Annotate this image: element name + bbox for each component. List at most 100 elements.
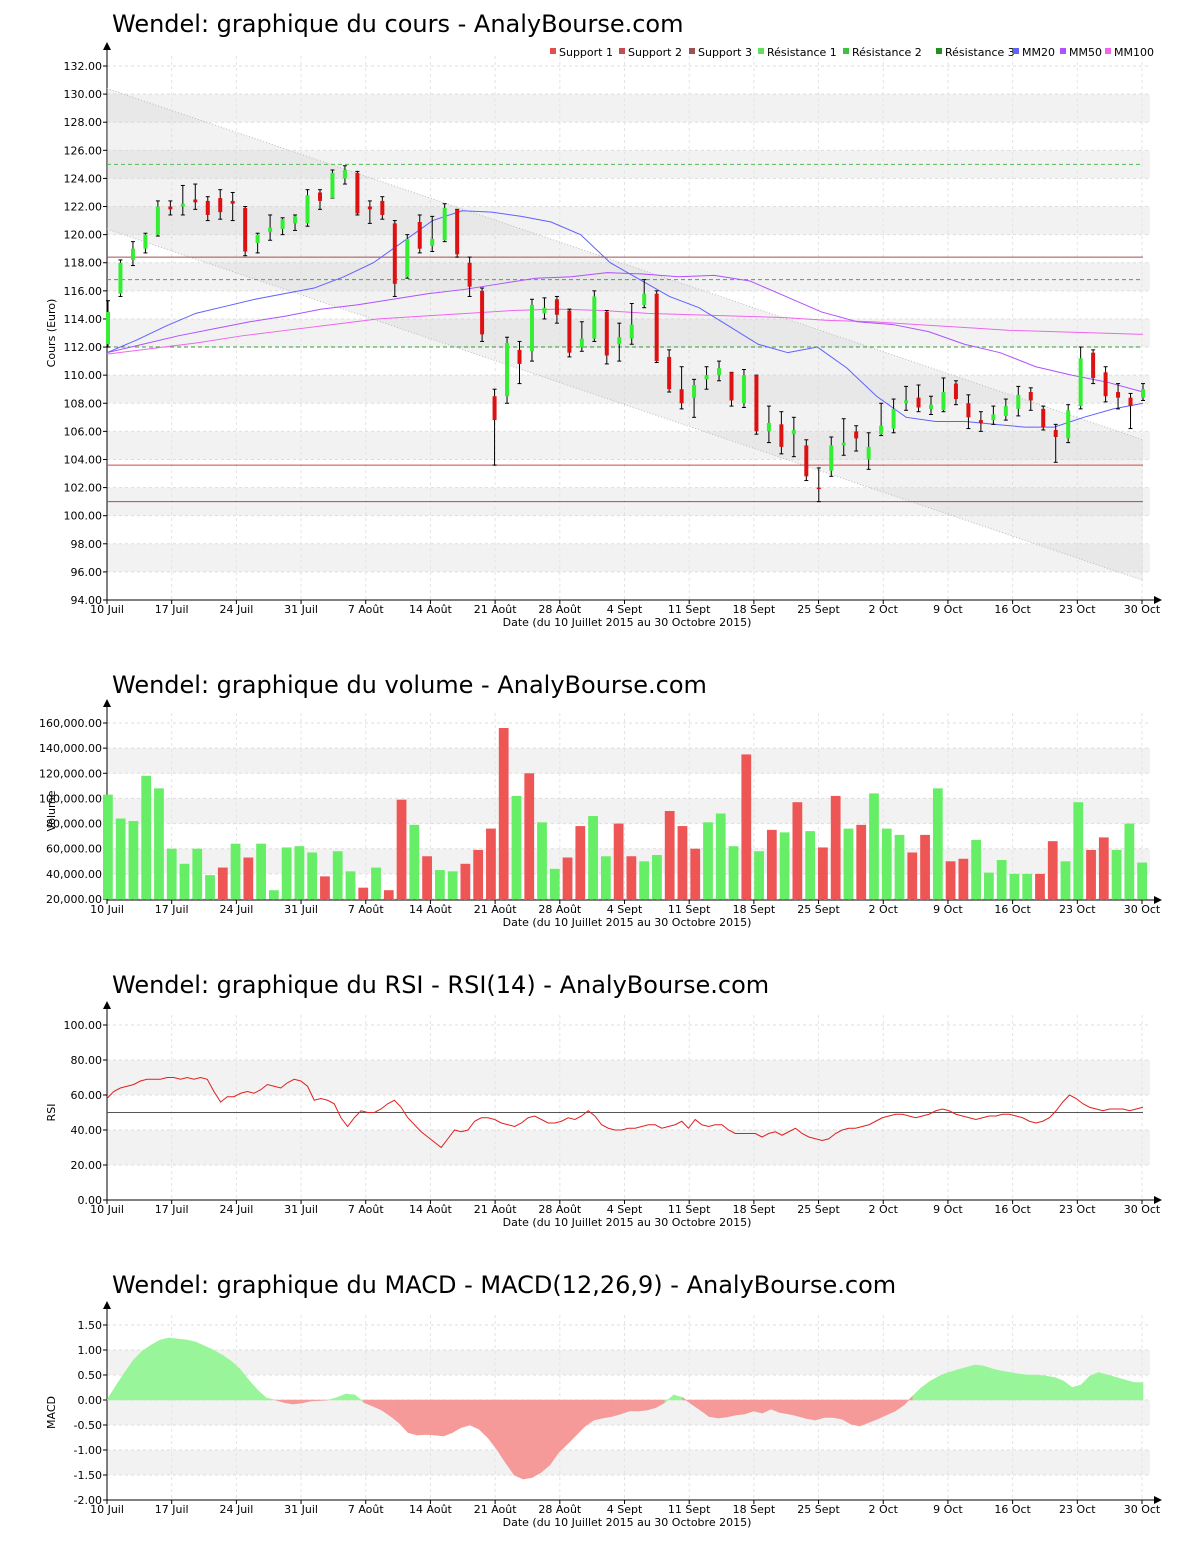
candle-body <box>143 234 148 249</box>
macd-area-positive <box>1027 1374 1038 1401</box>
macd-area-negative <box>815 1399 825 1421</box>
cours-y-tick-label: 130.00 <box>64 88 103 101</box>
volume-bar <box>256 843 266 899</box>
rsi-frame: 0.00 20.00 40.00 60.00 80.00 100.00 10 Juil 17 … <box>45 1001 1162 1229</box>
volume-bar <box>779 832 790 899</box>
volume-bar <box>154 788 164 899</box>
volume-bar <box>575 826 586 899</box>
candle-body <box>592 296 597 339</box>
macd-area-negative <box>434 1399 444 1437</box>
volume-bar <box>932 788 943 899</box>
volume-bar <box>1035 873 1045 899</box>
macd-y-tick-label: -0.50 <box>74 1419 102 1432</box>
cours-x-tick-label: 23 Oct <box>1059 603 1096 616</box>
candle <box>455 208 460 258</box>
candle-body <box>741 375 746 404</box>
candle <box>529 298 534 362</box>
legend-label: Résistance 1 <box>767 46 837 59</box>
candle-body <box>891 408 896 429</box>
cours-x-tick-label: 9 Oct <box>933 603 963 616</box>
macd-area-negative <box>558 1399 568 1454</box>
rsi-y-tick-label: 80.00 <box>71 1054 103 1067</box>
rsi-x-tick-label: 18 Sept <box>733 1203 776 1216</box>
candle <box>342 165 347 185</box>
macd-x-tick-label: 18 Sept <box>733 1503 776 1516</box>
macd-area-positive <box>1124 1379 1135 1401</box>
candle-body <box>330 172 335 199</box>
candle-body <box>280 219 285 230</box>
rsi-x-tick-label: 9 Oct <box>933 1203 963 1216</box>
macd-area-positive <box>177 1338 187 1401</box>
candle-body <box>679 389 684 404</box>
volume-bar <box>383 890 394 899</box>
volume-bar <box>588 816 598 899</box>
trend-channel <box>107 88 1143 581</box>
candle-body <box>704 375 709 380</box>
macd-area-negative <box>602 1399 613 1419</box>
candle <box>1091 349 1096 385</box>
macd-area-positive <box>186 1339 196 1401</box>
volume-x-axis-arrow <box>1154 896 1162 904</box>
cours-y-tick-label: 118.00 <box>64 257 103 270</box>
macd-area-negative <box>806 1399 816 1421</box>
legend-swatch <box>1060 48 1066 54</box>
candle-body <box>692 384 697 398</box>
candle <box>629 302 634 345</box>
volume-bar <box>179 863 190 899</box>
cours-y-tick-label: 112.00 <box>64 341 103 354</box>
candle-body <box>991 414 996 421</box>
cours-x-tick-label: 7 Août <box>348 603 385 616</box>
candle-body <box>1003 406 1008 416</box>
volume-x-axis-label: Date (du 10 Juillet 2015 au 30 Octobre 2… <box>503 916 752 929</box>
rsi-x-tick-label: 30 Oct <box>1124 1203 1161 1216</box>
candle-body <box>953 383 958 400</box>
price-chart-title: Wendel: graphique du cours - AnalyBourse… <box>112 10 684 38</box>
candle-body <box>392 223 397 284</box>
candle <box>717 360 722 382</box>
cours-x-tick-label: 25 Sept <box>797 603 840 616</box>
macd-area-negative <box>735 1399 745 1416</box>
candle <box>430 215 435 252</box>
volume-bar <box>166 848 177 899</box>
macd-area-negative <box>443 1399 453 1437</box>
volume-bar <box>1022 873 1033 899</box>
candle <box>442 203 447 243</box>
rsi-y-axis-arrow <box>103 1001 111 1009</box>
volume-bar <box>894 834 905 899</box>
candle <box>293 214 298 231</box>
candle <box>916 384 921 413</box>
candle-body <box>1091 352 1096 378</box>
volume-bar <box>613 823 624 899</box>
volume-bar <box>115 818 126 899</box>
cours-grid-band <box>107 262 1150 291</box>
candle-body <box>567 310 572 353</box>
volume-bar <box>639 861 650 899</box>
candle-body <box>1128 397 1133 407</box>
rsi-y-tick-label: 40.00 <box>71 1124 103 1137</box>
candle-body <box>554 299 559 315</box>
candle <box>654 290 659 364</box>
macd-chart-title: Wendel: graphique du MACD - MACD(12,26,9… <box>112 1271 897 1299</box>
volume-y-tick-label: 160,000.00 <box>39 717 102 730</box>
macd-area-positive <box>965 1364 976 1401</box>
legend-swatch <box>936 48 942 54</box>
candle <box>579 321 584 352</box>
volume-grid-band <box>107 748 1150 774</box>
candle <box>542 297 547 320</box>
candle <box>941 377 946 413</box>
macd-area-positive <box>345 1393 356 1401</box>
candle <box>567 308 572 358</box>
legend-swatch <box>689 48 695 54</box>
candle <box>779 411 784 455</box>
price-plot <box>106 88 1145 581</box>
macd-x-tick-label: 24 Juil <box>219 1503 253 1516</box>
volume-x-tick-label: 7 Août <box>348 903 385 916</box>
macd-area-positive <box>992 1368 1002 1401</box>
cours-y-tick-label: 110.00 <box>64 369 103 382</box>
candle <box>1066 404 1071 444</box>
volume-bar <box>103 794 113 899</box>
volume-bar <box>1047 841 1058 899</box>
cours-y-tick-label: 96.00 <box>71 566 103 579</box>
volume-bar <box>715 813 726 899</box>
macd-area-positive <box>221 1354 232 1401</box>
